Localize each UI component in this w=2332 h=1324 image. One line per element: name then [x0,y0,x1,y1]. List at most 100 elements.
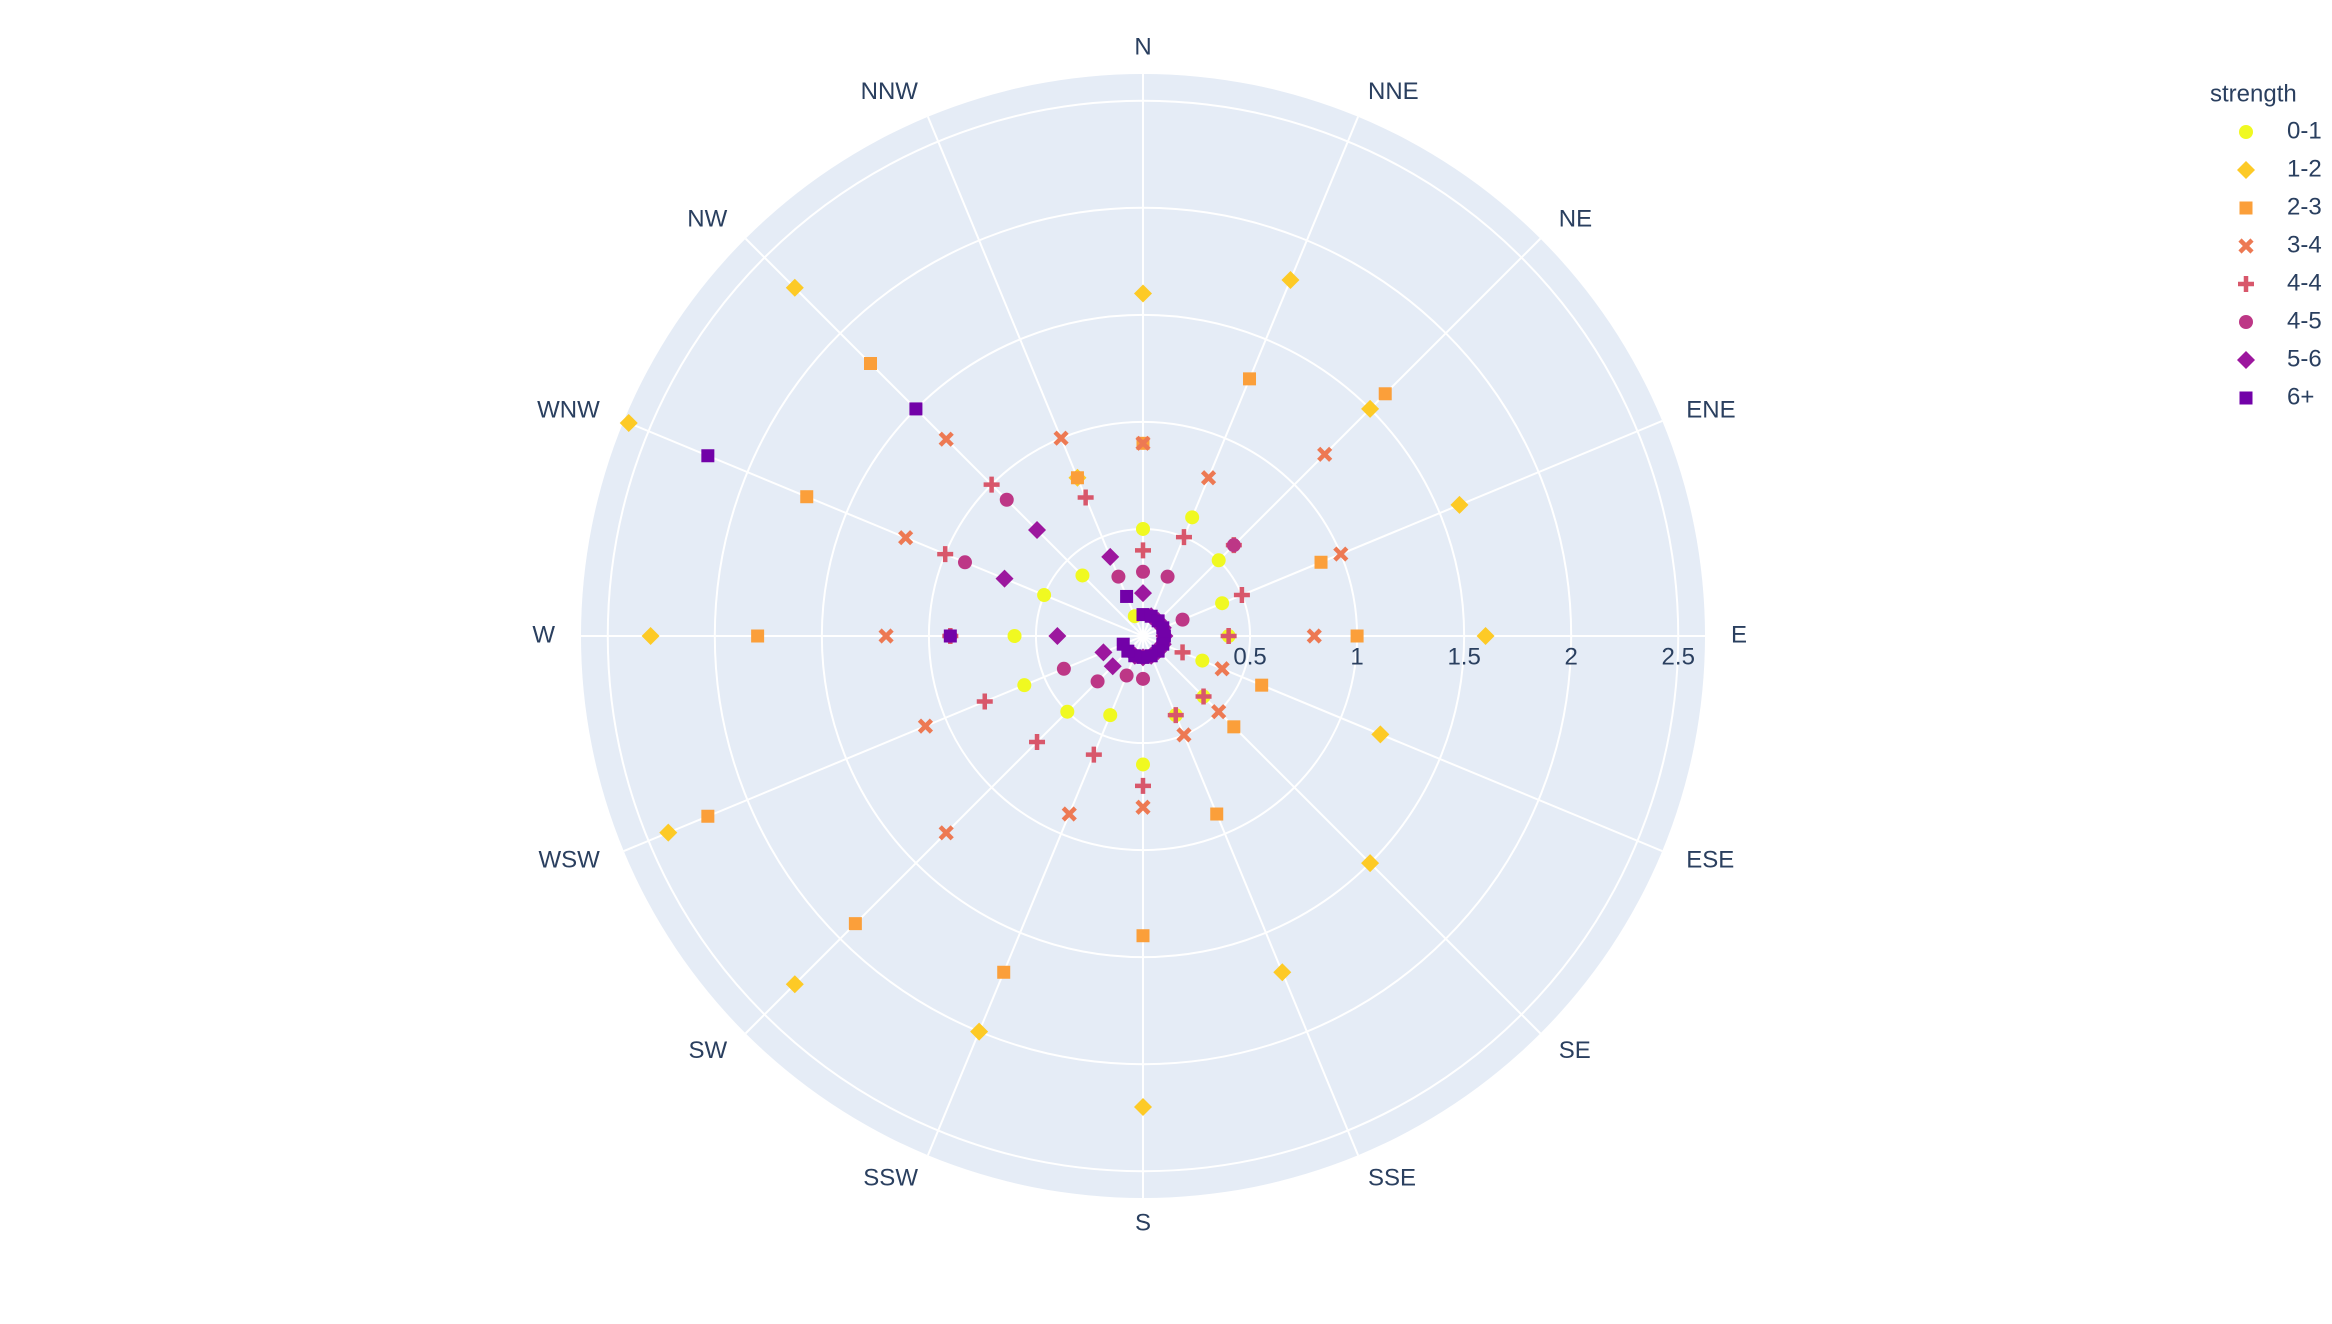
marker [1060,704,1075,719]
series [701,357,1392,979]
angular-label: NNE [1368,78,1419,105]
series [1007,510,1236,772]
angular-label: NE [1559,206,1592,233]
marker [1136,929,1150,943]
marker [878,628,894,644]
marker [1333,546,1349,562]
legend-symbol [2239,391,2253,405]
marker [1103,657,1122,676]
legend-label: 6+ [2287,383,2314,410]
legend-symbol [2237,161,2255,179]
marker [1243,372,1257,386]
angular-label: NW [687,206,727,233]
marker [898,530,914,546]
legend-label: 3-4 [2287,231,2322,258]
marker [659,823,678,842]
marker [937,546,954,563]
marker [1306,628,1322,644]
marker [1476,627,1495,645]
marker [995,569,1014,588]
marker [1371,725,1390,744]
marker [1077,489,1094,506]
angular-label: NNW [861,78,919,105]
legend-symbol [2239,125,2253,139]
marker [1103,708,1118,723]
marker [1450,495,1469,514]
legend-label: 0-1 [2287,117,2322,144]
legend-label: 1-2 [2287,155,2322,182]
r-tick-label: 0.5 [1233,643,1266,670]
marker [1075,568,1090,583]
marker [1210,807,1224,821]
series [878,430,1349,841]
series [701,402,1171,664]
marker [1233,587,1250,604]
marker [1135,799,1151,815]
marker [1226,538,1241,553]
marker [1211,553,1226,568]
marker [1101,547,1120,566]
marker [957,555,972,570]
marker [1048,627,1067,645]
marker [938,431,954,447]
marker [1255,678,1269,692]
marker [1136,564,1150,579]
marker [1167,707,1184,724]
r-tick-label: 1.5 [1447,643,1480,670]
marker [1227,720,1241,734]
angular-label: WSW [538,846,600,873]
marker [909,402,923,416]
spoke [1142,635,1359,1156]
angular-label: WNW [537,396,600,423]
marker [1220,628,1237,644]
marker [1135,435,1151,451]
legend-symbol [2237,351,2255,369]
marker [1136,671,1150,686]
marker [999,492,1014,507]
marker [1273,963,1292,982]
marker [1136,757,1150,772]
marker [1090,674,1105,689]
legend-label: 5-6 [2287,345,2322,372]
marker [997,965,1011,979]
marker [1029,733,1046,750]
marker [1053,430,1069,446]
spoke [927,635,1144,1156]
angular-label: ESE [1686,846,1734,873]
angular-label: E [1731,621,1747,648]
marker [1007,629,1022,643]
angular-label: SE [1559,1037,1591,1064]
marker [1116,637,1130,651]
marker [1281,270,1300,289]
marker [1195,653,1210,668]
legend-symbol [2239,201,2253,215]
marker [1134,1098,1152,1117]
marker [1037,588,1052,603]
legend-label: 4-5 [2287,307,2322,334]
marker [1056,661,1071,676]
marker [1214,661,1230,677]
marker [701,809,715,823]
marker [1134,584,1152,603]
legend-symbol [2239,315,2253,329]
marker [1175,612,1190,627]
marker [785,975,804,994]
marker [785,278,804,297]
marker [1061,806,1077,822]
marker [1136,521,1150,536]
marker [1361,854,1380,873]
marker [1211,704,1227,720]
angular-label: SSW [863,1165,918,1192]
marker [1317,446,1333,462]
marker [751,629,765,643]
spoke [1142,420,1663,637]
marker [1134,284,1152,303]
spoke [1142,635,1663,852]
marker [800,490,814,504]
legend-label: 2-3 [2287,193,2322,220]
legend-symbol [2238,238,2254,254]
marker [1361,399,1380,418]
angular-label: ENE [1686,396,1735,423]
marker [619,413,638,432]
